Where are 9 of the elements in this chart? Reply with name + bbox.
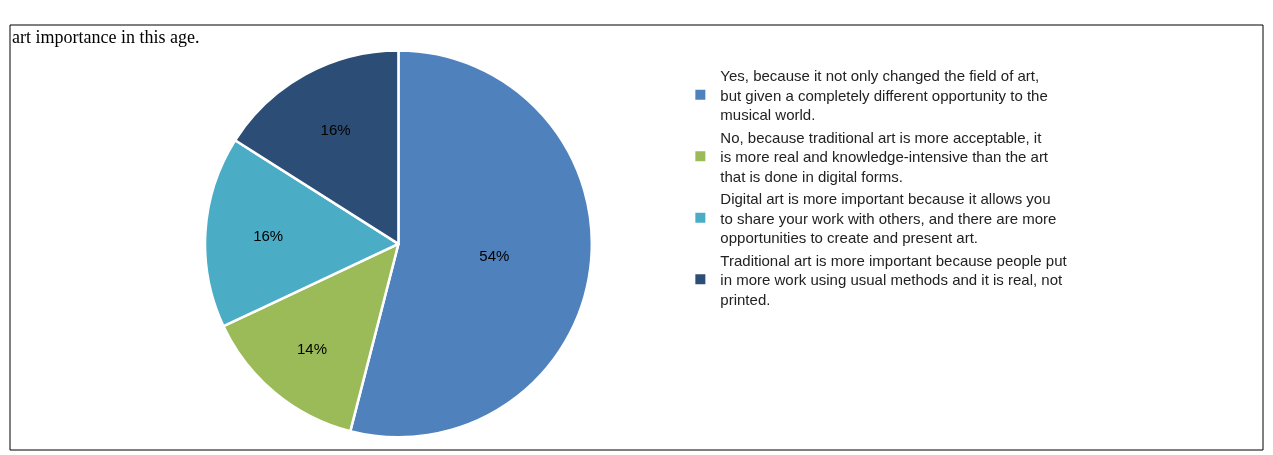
legend-label: No, because traditional art is more acceptable, it is more real and knowledge-intensive than the art that is done in digital forms. <box>720 128 1049 185</box>
data-label: 14% <box>296 339 327 357</box>
text: art importance in this age. <box>12 27 200 47</box>
legend-label: Digital art is more important because it allows you to share your work with others, and there are more opportunities to create and present art. <box>720 190 1057 247</box>
legend-label: Traditional art is more important because people put in more work using usual methods and it is real, not printed. <box>720 251 1068 308</box>
data-label: 16% <box>320 121 351 139</box>
data-label: 16% <box>253 227 284 245</box>
legend-label: Yes, because it not only changed the field of art, but given a completely different opportunity to the musical world. <box>720 67 1048 124</box>
data-label: 54% <box>479 247 510 265</box>
